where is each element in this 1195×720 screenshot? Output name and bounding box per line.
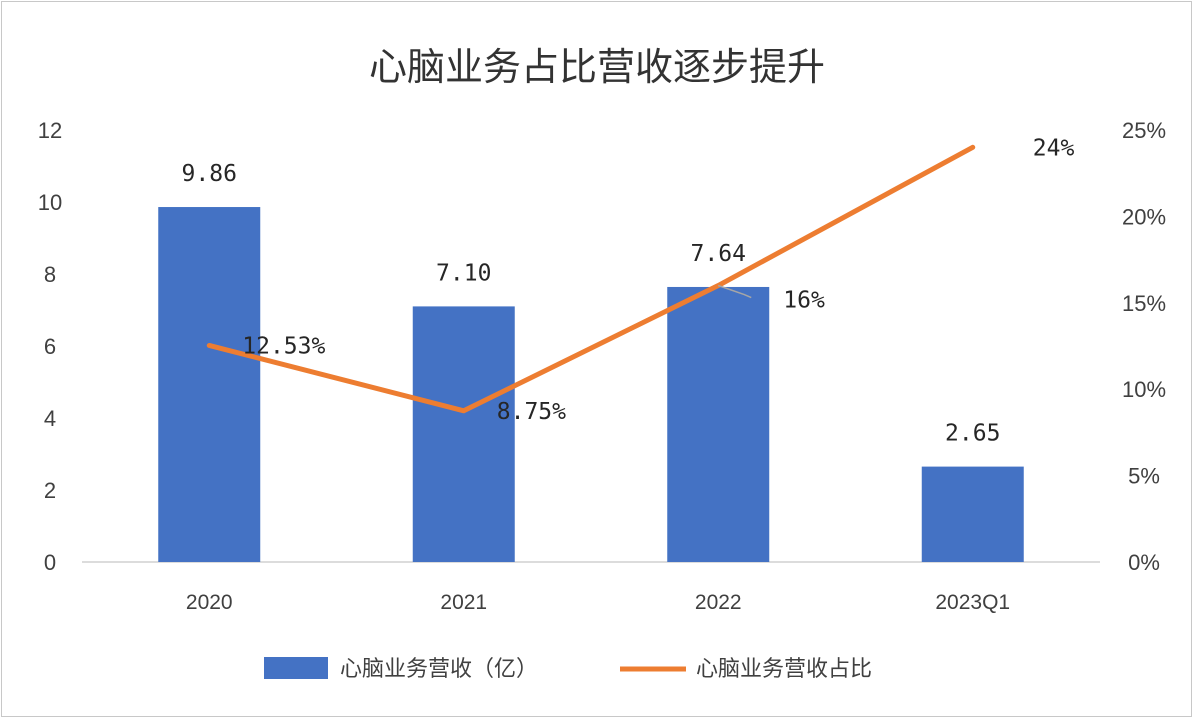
data-labels-group: 9.86 7.10 7.64 2.65 12.53% 8.75% 16% 24%	[182, 135, 1075, 446]
legend: 心脑业务营收（亿） 心脑业务营收占比	[264, 657, 872, 682]
y-right-tick-label: 5%	[1128, 464, 1160, 489]
y-left-tick-label: 0	[44, 550, 56, 575]
line-value-label: 24%	[1033, 135, 1075, 161]
y-left-tick-label: 12	[38, 118, 62, 143]
chart-title: 心脑业务占比营收逐步提升	[369, 45, 825, 89]
y-right-tick-label: 15%	[1122, 291, 1166, 316]
share-line	[206, 144, 976, 414]
bar-2023Q1	[921, 466, 1024, 562]
line-value-label: 8.75%	[497, 399, 566, 425]
x-tick-label: 2021	[440, 591, 487, 614]
line-value-label: 12.53%	[242, 333, 325, 359]
legend-bar-label: 心脑业务营收（亿）	[340, 657, 538, 682]
y-left-tick-label: 10	[38, 190, 62, 215]
bar-value-label: 2.65	[945, 421, 1000, 447]
legend-bar-swatch	[264, 657, 328, 679]
bar-2021	[412, 306, 515, 562]
bar-2020	[158, 207, 261, 563]
bar-value-label: 7.64	[691, 241, 746, 267]
bars-group	[158, 207, 1024, 563]
bar-2022	[667, 286, 770, 562]
y-left-tick-label: 2	[44, 478, 56, 503]
y-right-tick-label: 25%	[1122, 118, 1166, 143]
leader-line	[718, 284, 752, 299]
y-left-tick-label: 8	[44, 262, 56, 287]
line-value-label: 16%	[783, 288, 825, 314]
bar-value-label: 9.86	[182, 161, 237, 187]
x-tick-label: 2020	[186, 591, 233, 614]
legend-line-label: 心脑业务营收占比	[696, 657, 872, 682]
x-tick-label: 2023Q1	[935, 591, 1010, 614]
line-group	[206, 144, 976, 414]
y-right-tick-label: 0%	[1128, 550, 1160, 575]
x-tick-label: 2022	[695, 591, 742, 614]
axes-group: 0 2 4 6 8 10 12 0% 5% 10% 15% 20% 25% 2020 2021 2022 202…	[38, 118, 1166, 614]
y-left-tick-label: 6	[44, 334, 56, 359]
y-left-tick-label: 4	[44, 406, 56, 431]
y-right-tick-label: 20%	[1122, 204, 1166, 229]
bar-value-label: 7.10	[436, 260, 491, 286]
y-right-tick-label: 10%	[1122, 377, 1166, 402]
